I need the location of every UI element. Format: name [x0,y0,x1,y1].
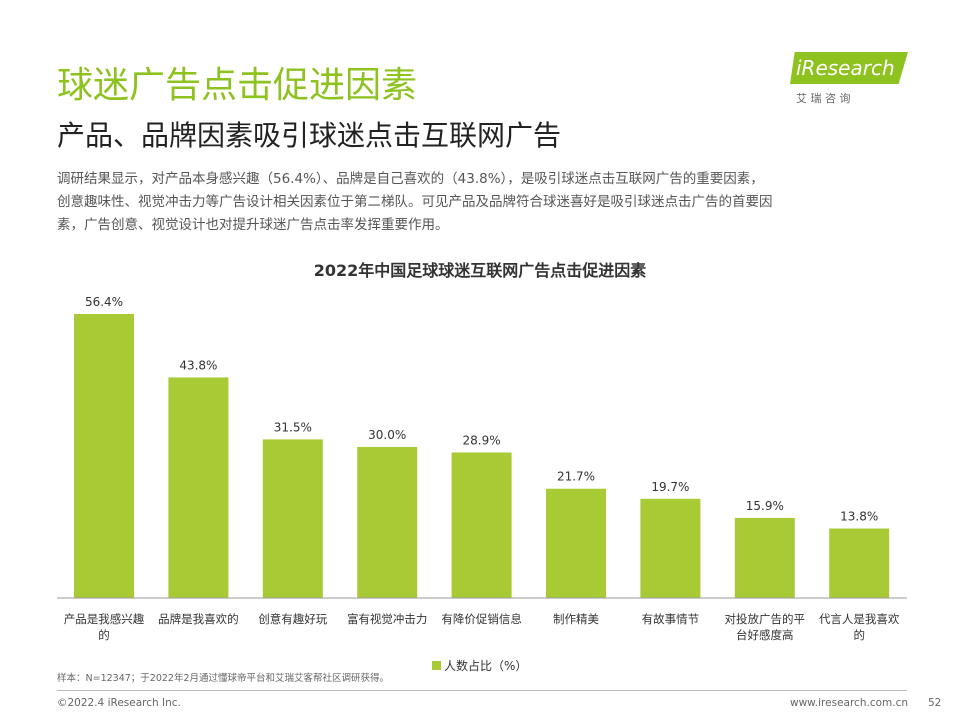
subtitle: 产品、品牌因素吸引球迷点击互联网广告 [57,119,562,152]
value-label: 21.7% [557,470,595,484]
value-label: 43.8% [179,358,217,372]
bar [734,517,795,598]
source-note: 样本：N=12347；于2022年2月通过懂球帝平台和艾瑞艾客帮社区调研获得。 [57,673,390,684]
bar [640,498,701,598]
category-label: 产品是我感兴趣的 [63,612,145,642]
value-label: 30.0% [368,428,406,442]
category-label: 有故事情节 [641,612,700,626]
value-label: 28.9% [463,433,501,447]
legend-swatch [432,661,441,670]
footer-rule [57,690,907,691]
bar [546,488,606,598]
value-label: 13.8% [840,510,878,524]
chart-title: 2022年中国足球球迷互联网广告点击促进因素 [313,261,647,280]
bar [451,452,512,598]
bar [829,528,890,598]
value-label: 19.7% [651,480,689,494]
bar [74,314,134,598]
value-label: 56.4% [85,295,123,309]
logo-badge [790,52,908,84]
category-label: 有降价促销信息 [441,612,522,626]
value-label: 31.5% [274,420,312,434]
title: 球迷广告点击促进因素 [57,65,418,106]
logo-cn: 艾 瑞 咨 询 [796,92,851,105]
bar [262,439,323,598]
category-label: 富有视觉冲击力 [346,612,428,626]
legend-label: 人数占比（%） [444,659,528,673]
category-label: 对投放广告的平台好感度高 [724,612,806,642]
url: www.iresearch.com.cn [790,697,909,709]
logo-name: iResearch [796,56,895,80]
value-label: 15.9% [746,499,784,513]
category-label: 品牌是我喜欢的 [158,612,239,626]
page-number: 52 [928,697,942,709]
bar [168,377,229,598]
body-text: 调研结果显示，对产品本身感兴趣（56.4%）、品牌是自己喜欢的（43.8%），是… [57,168,773,237]
body-line: 调研结果显示，对产品本身感兴趣（56.4%）、品牌是自己喜欢的（43.8%），是… [57,171,764,187]
body-line: 创意趣味性、视觉冲击力等广告设计相关因素位于第二梯队。可见产品及品牌符合球迷喜好… [57,194,773,210]
bar [357,446,418,598]
category-label: 代言人是我喜欢的 [818,612,900,642]
body-line: 素，广告创意、视觉设计也对提升球迷广告点击率发挥重要作用。 [57,217,449,233]
category-label: 制作精美 [553,612,599,626]
copyright: ©2022.4 iResearch Inc. [57,697,181,709]
category-label: 创意有趣好玩 [258,612,328,626]
